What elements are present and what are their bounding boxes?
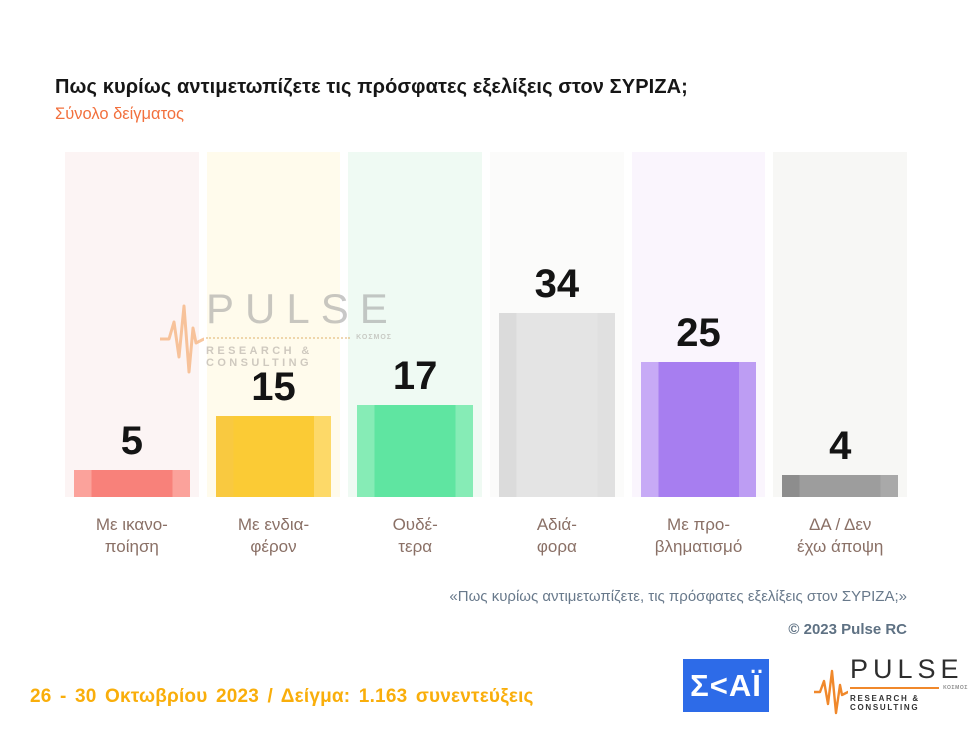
bar-value-label: 5 [120,419,143,463]
category-label: Με ικανο- ποίηση [95,515,168,556]
copyright-note: © 2023 Pulse RC [788,621,907,638]
bar [782,475,899,497]
bar-value-label: 4 [829,424,852,469]
chart-column: 25 [631,152,766,497]
pulse-heartbeat-icon [814,669,848,715]
pulse-logo-line [850,687,940,689]
pulse-logo: PULSE ΚΟΣΜΟΣ RESEARCH & CONSULTING [814,655,970,717]
bar-value-label: 25 [676,311,721,355]
bar [215,416,332,497]
bar [357,405,474,497]
skai-logo: Σ<ΑΪ [683,659,769,712]
bar-value-label: 17 [392,354,438,399]
category-label: Αδιά- φορα [536,515,577,556]
chart-column: 34 [490,152,624,497]
pulse-logo-small-text: ΚΟΣΜΟΣ [943,685,968,691]
pulse-logo-divider: ΚΟΣΜΟΣ [850,685,968,691]
page-title: Πως κυρίως αντιμετωπίζετε τις πρόσφατες … [55,76,688,98]
category-label: Ουδέ- τερα [392,515,438,556]
category-label: ΔΑ / Δεν έχω άποψη [797,515,884,556]
chart-column: 17 [348,152,483,497]
category-label: Με ενδια- φέρον [237,515,310,556]
chart-column: 15 [206,152,341,497]
chart-column: 4 [773,152,908,497]
bar [74,470,190,497]
page-subtitle: Σύνολο δείγματος [55,105,185,123]
bar-value-label: 15 [251,365,296,409]
pulse-logo-text: PULSE ΚΟΣΜΟΣ RESEARCH & CONSULTING [850,655,970,712]
category-label: Με προ- βληματισμό [654,515,743,556]
pulse-wordmark: PULSE [850,654,964,684]
pulse-tagline: RESEARCH & CONSULTING [850,694,920,712]
survey-date-sample: 26 - 30 Οκτωβρίου 2023 / Δείγμα: 1.163 σ… [30,686,534,707]
chart-column: 5 [65,152,199,497]
question-footnote: «Πως κυρίως αντιμετωπίζετε, τις πρόσφατε… [449,588,907,605]
bar-value-label: 34 [534,262,580,307]
category-labels: Με ικανο- ποίηση Με ενδια- φέρον Ουδέ- τ… [65,514,907,558]
bar [640,362,757,497]
skai-logo-text: Σ<ΑΪ [690,668,762,703]
bar [499,313,615,497]
bar-chart: 5 15 17 34 25 4 [65,152,908,497]
